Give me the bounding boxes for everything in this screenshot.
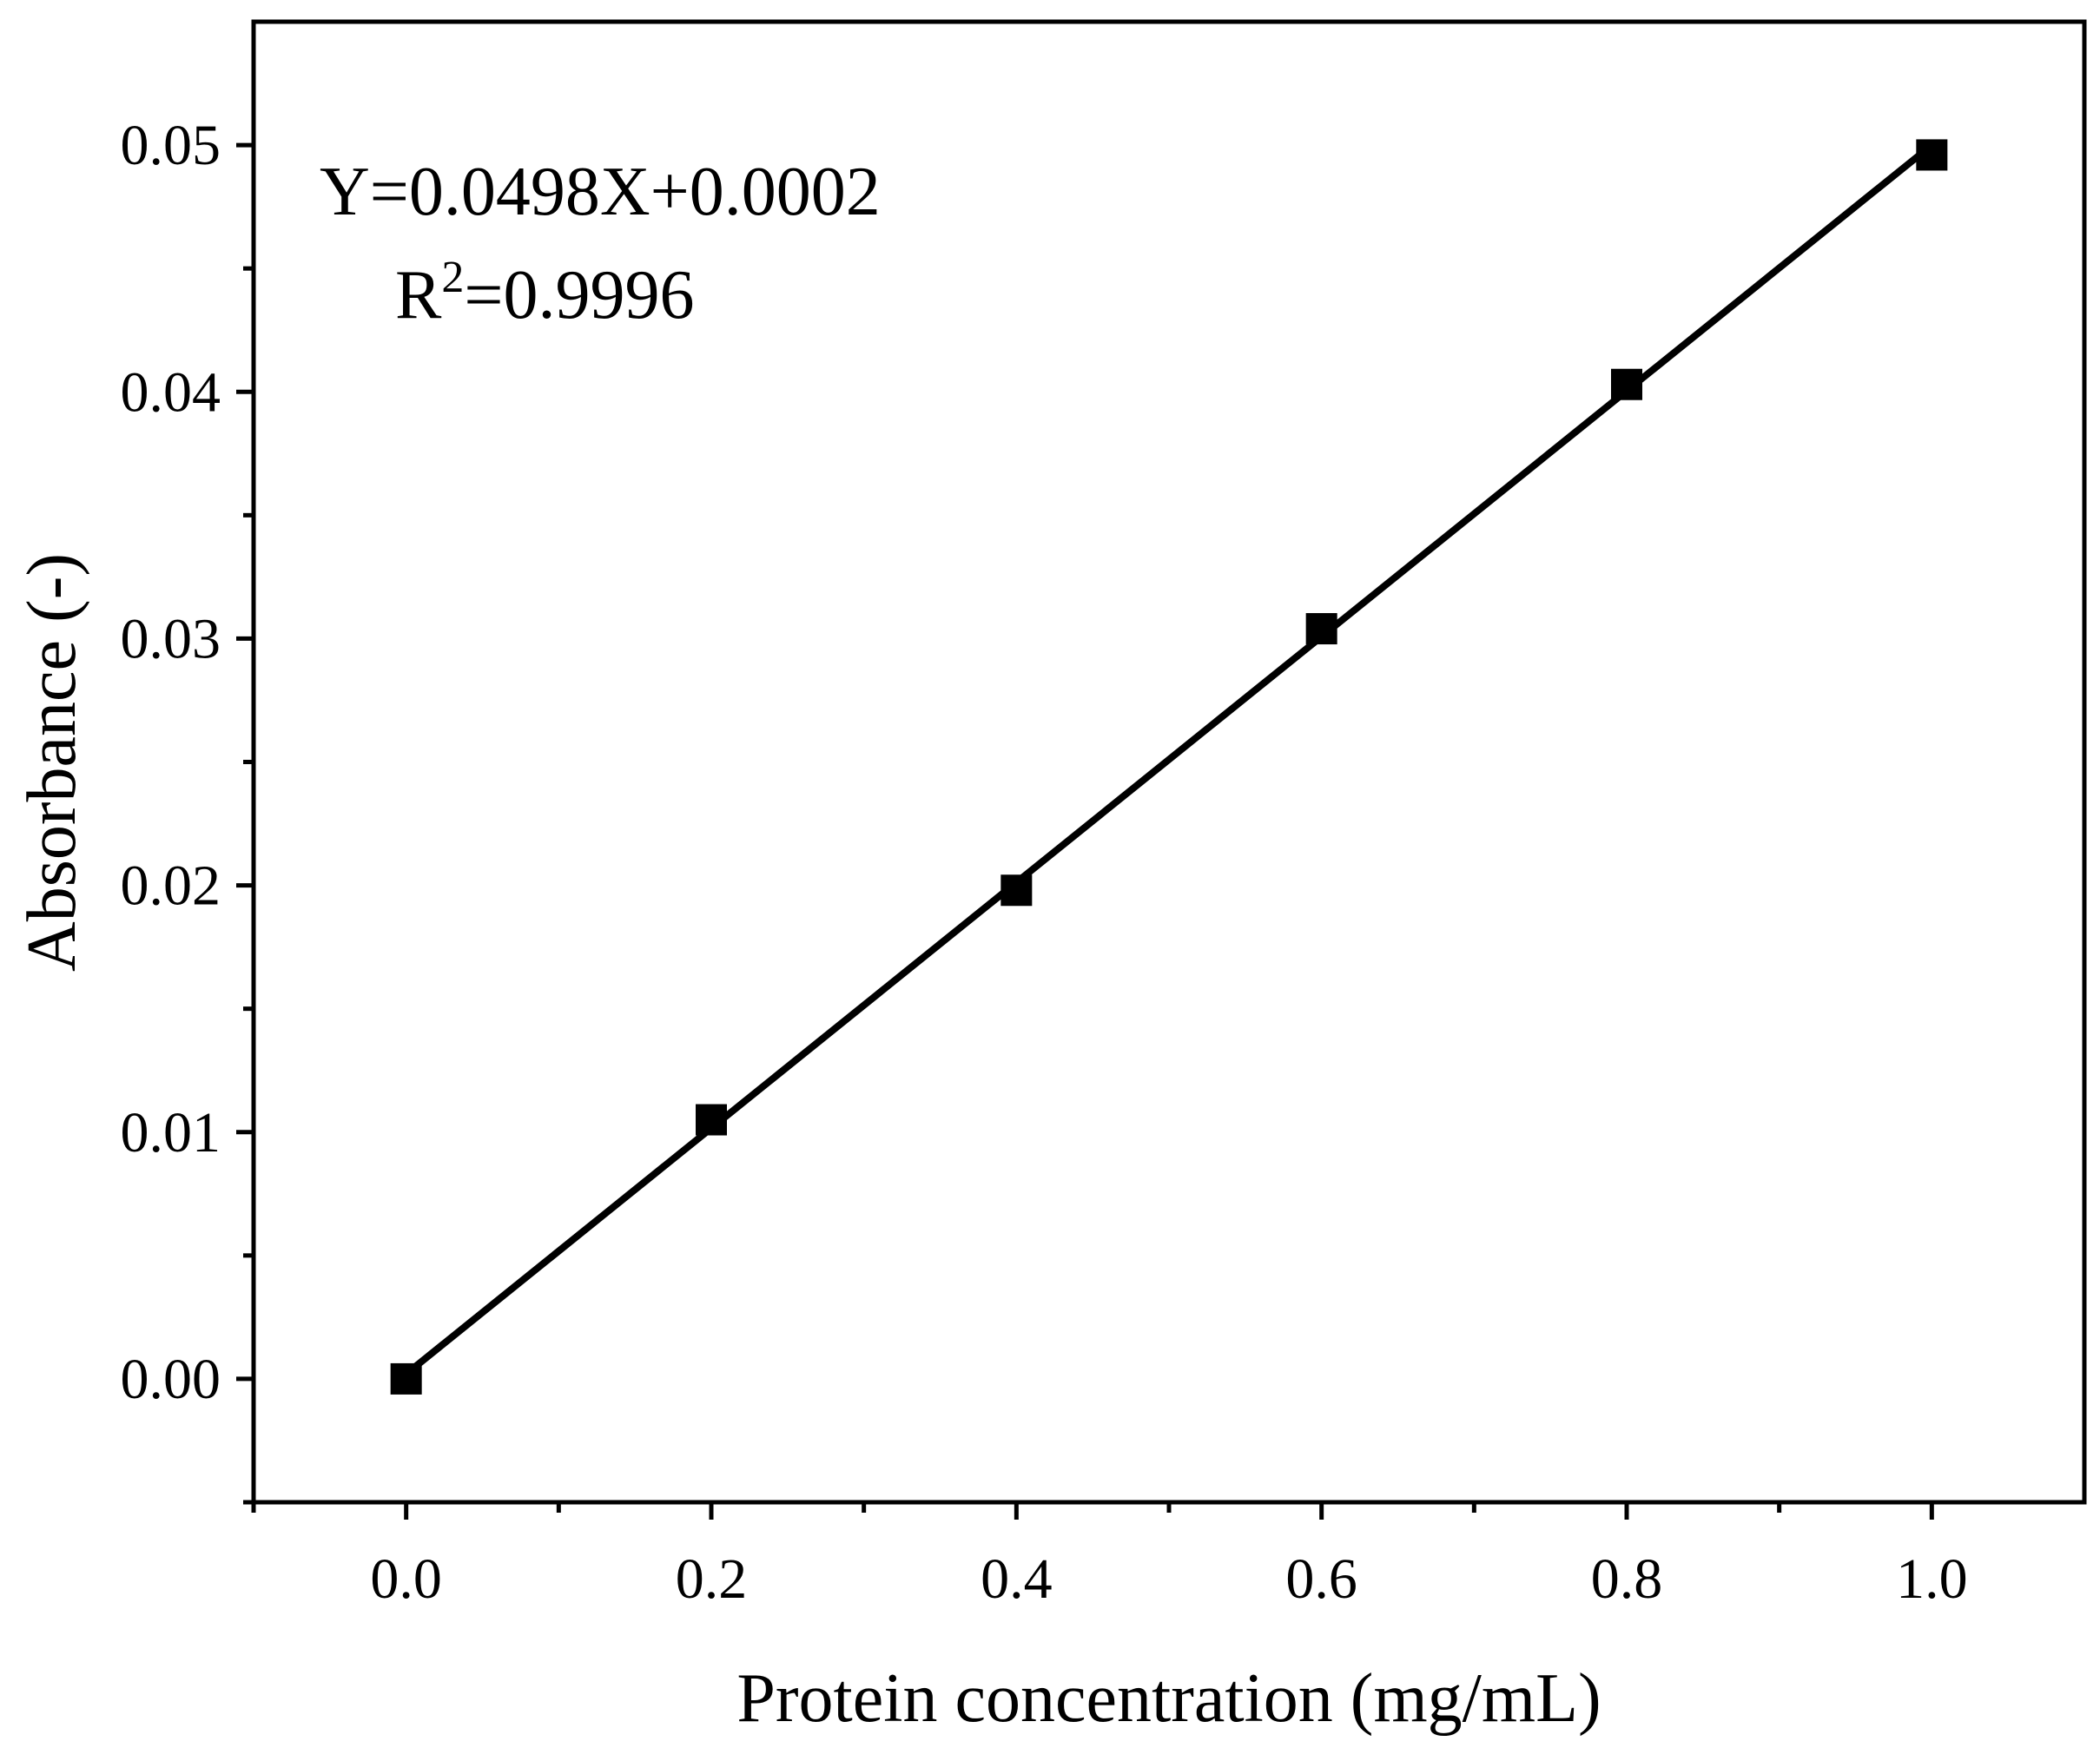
y-tick-label: 0.04 — [121, 360, 221, 424]
data-point-marker — [1000, 874, 1033, 907]
labels-layer: 0.0 0.2 0.4 0.6 0.8 1.0 0.00 0.01 0.02 0.03 0.04 0.… — [121, 114, 1968, 1611]
y-tick-label: 0.03 — [121, 607, 221, 670]
fit-equation-label: Y=0.0498X+0.0002 — [320, 154, 881, 230]
data-point-marker — [696, 1104, 727, 1136]
x-tick-label: 0.8 — [1591, 1547, 1663, 1611]
r-squared-prefix: R — [395, 257, 442, 333]
y-tick-label: 0.02 — [121, 854, 221, 918]
points-layer — [390, 139, 1948, 1395]
r-squared-label: R2=0.9996 — [395, 253, 694, 333]
r-squared-value: =0.9996 — [464, 257, 694, 333]
x-tick-label: 0.4 — [981, 1547, 1053, 1611]
x-tick-label: 0.0 — [370, 1547, 442, 1611]
y-axis-title: Absorbance (-) — [14, 553, 90, 972]
x-axis-title: Protein concentration (mg/mL) — [736, 1660, 1601, 1737]
x-tick-label: 1.0 — [1896, 1547, 1968, 1611]
fit-layer — [402, 142, 1936, 1378]
plot-frame — [251, 19, 2087, 1505]
y-tick-label: 0.00 — [121, 1348, 221, 1411]
y-tick-label: 0.01 — [121, 1101, 221, 1164]
fit-line — [402, 142, 1936, 1378]
y-tick-label: 0.05 — [121, 114, 221, 177]
data-point-marker — [1916, 139, 1948, 171]
data-point-marker — [1611, 368, 1642, 400]
r-squared-superscript: 2 — [441, 253, 464, 302]
data-point-marker — [1305, 613, 1337, 645]
x-tick-label: 0.6 — [1285, 1547, 1357, 1611]
data-point-marker — [390, 1362, 422, 1395]
x-tick-label: 0.2 — [676, 1547, 748, 1611]
